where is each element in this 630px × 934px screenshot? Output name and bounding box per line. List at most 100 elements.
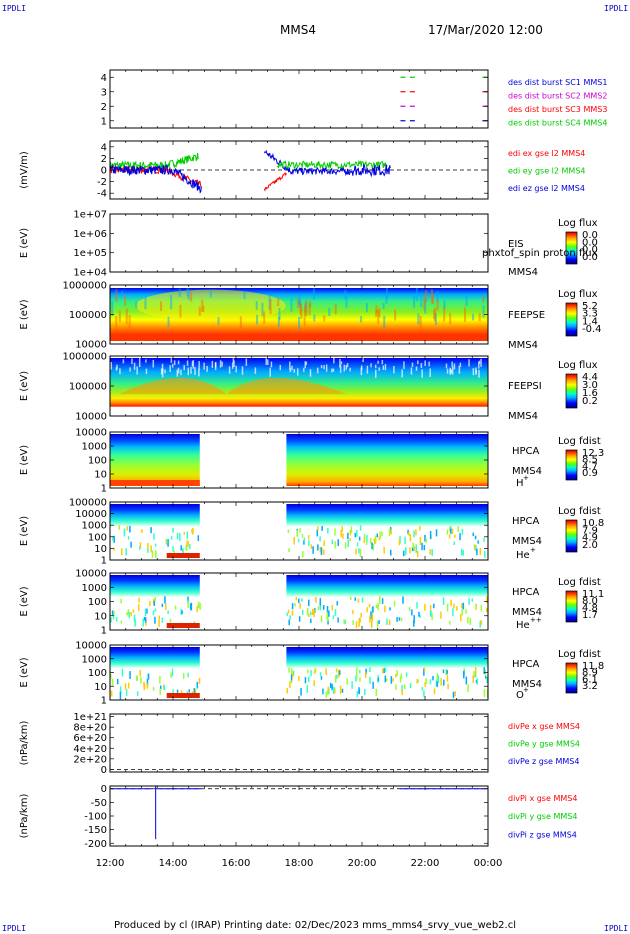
hpca_h-block-1: [110, 434, 200, 486]
hpca_he1-texture: [476, 548, 478, 556]
edi-ez-trace-2: [263, 149, 350, 177]
feepsi-texture: [219, 360, 222, 368]
hpca_he1-texture: [301, 533, 304, 538]
hpca_he2-low-band: [166, 623, 200, 628]
feepsi-texture: [343, 364, 346, 372]
hpca_he2-texture: [310, 611, 312, 616]
hpca_he1-texture: [472, 532, 475, 537]
y-tick-label: 1: [101, 626, 107, 637]
hpca_o-texture: [290, 674, 293, 681]
y-tick-label: 1: [101, 116, 107, 127]
hpca_he1-texture: [344, 542, 347, 549]
hpca_he2-texture: [355, 621, 358, 629]
hpca_o-texture: [436, 673, 439, 681]
panel-edi: [109, 140, 489, 200]
hpca_o-texture: [425, 678, 427, 685]
hpca_o-low-band: [166, 693, 200, 698]
colorbar-tick-label: 4.8: [582, 603, 598, 614]
hpca_he2-texture: [308, 613, 310, 618]
feepsi-texture: [161, 368, 164, 378]
hpca_he2-texture: [187, 596, 189, 604]
hpca_he1-texture: [358, 548, 360, 554]
colorbar-title: Log flux: [558, 360, 598, 371]
hpca_he1-texture: [172, 546, 174, 552]
feepse-texture: [383, 315, 386, 329]
hpca_he2-texture: [369, 615, 371, 623]
hpca_he1-texture: [296, 530, 299, 537]
hpca_he1-texture: [179, 532, 181, 541]
hpca_he2-texture: [311, 608, 314, 615]
y-tick-label: -200: [84, 839, 107, 850]
y-tick-label: 1000000: [62, 352, 107, 363]
feepsi-texture: [235, 365, 237, 373]
hpca_he1-texture: [125, 548, 127, 556]
hpca_he1-texture: [320, 547, 323, 555]
instrument-label: FEEPSE: [508, 310, 545, 321]
feepsi-texture: [450, 369, 453, 374]
instrument-label: HPCA: [512, 659, 540, 670]
hpca_o-texture: [325, 668, 327, 675]
hpca_o-texture: [147, 673, 150, 680]
hpca_he1-texture: [126, 526, 129, 531]
colorbar-tick-label: 0.0: [582, 252, 598, 263]
hpca_o-texture: [334, 690, 336, 694]
hpca_he1-texture: [383, 546, 385, 554]
colorbar-tick-label: 12.3: [582, 448, 604, 459]
hpca_he2-texture: [134, 618, 136, 627]
feepse-texture: [432, 294, 435, 305]
feepsi-texture: [129, 367, 131, 372]
feepsi-texture: [173, 360, 176, 366]
feepsi-texture: [136, 366, 138, 375]
hpca_he2-texture: [137, 604, 140, 612]
time-tick-label: 00:00: [474, 858, 503, 869]
hpca_he1-texture: [308, 540, 310, 546]
hpca_he1-texture: [429, 549, 431, 555]
hpca_he1-texture: [172, 527, 174, 533]
y-axis-label: E (eV): [19, 299, 30, 329]
hpca_he2-texture: [301, 598, 303, 602]
hpca_he1-texture: [118, 525, 121, 530]
colorbar: [565, 302, 578, 337]
y-tick-label: 6e+20: [73, 733, 107, 744]
feepsi-texture: [403, 361, 405, 370]
feepse-texture: [413, 295, 416, 308]
feepse-texture: [256, 314, 259, 325]
y-tick-label: 1000: [82, 442, 107, 453]
hpca_he1-texture: [423, 545, 426, 551]
hpca_he2-texture: [167, 610, 169, 614]
hpca_he1-texture: [388, 528, 391, 537]
legend-entry: divPi x gse MMS4: [508, 794, 577, 803]
hpca_o-texture: [328, 688, 330, 695]
hpca_he2-texture: [120, 598, 122, 604]
hpca_he1-texture: [112, 536, 114, 541]
feepsi-texture: [187, 367, 190, 376]
hpca_he2-texture: [111, 610, 114, 616]
feepse-texture: [243, 291, 246, 300]
time-tick-label: 12:00: [96, 858, 125, 869]
y-tick-label: -150: [84, 825, 107, 836]
hpca_he1-texture: [340, 530, 342, 538]
hpca_he2-texture: [153, 600, 156, 607]
hpca_he1-texture: [429, 530, 432, 539]
hpca_he1-texture: [297, 538, 300, 543]
feepsi-texture: [305, 361, 308, 365]
species-charge: +: [523, 474, 529, 482]
hpca_o-texture: [435, 680, 438, 687]
hpca_he1-texture: [356, 529, 358, 537]
hpca_he1-texture: [459, 533, 461, 541]
feepsi-texture: [446, 368, 449, 374]
hpca_he2-texture: [294, 603, 296, 607]
hpca_he1-texture: [331, 539, 334, 545]
hpca_he2-texture: [465, 609, 467, 614]
hpca_o-texture: [447, 683, 449, 690]
hpca_o-texture: [136, 691, 139, 696]
y-tick-label: 1e+06: [73, 229, 107, 240]
hpca_he2-texture: [154, 608, 157, 612]
hpca_he2-texture: [379, 595, 381, 604]
feepsi-texture: [161, 363, 164, 372]
hpca_he1-texture: [139, 542, 142, 549]
instrument-label: EIS: [508, 239, 524, 250]
feepse-texture: [303, 305, 306, 317]
feepse-texture: [186, 288, 189, 297]
hpca_o-texture: [356, 690, 359, 698]
